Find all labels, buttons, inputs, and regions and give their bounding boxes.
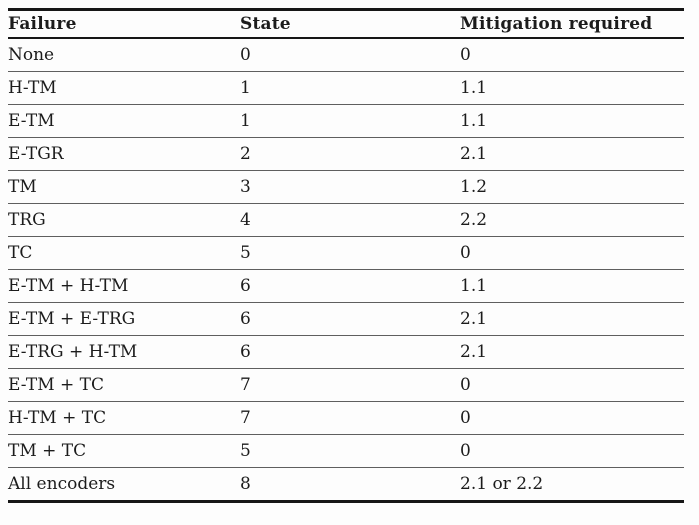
table-row: TM + TC 5 0: [8, 434, 684, 468]
column-header-mitigation-required: Mitigation required: [460, 9, 684, 39]
mitigation-cell: 0: [460, 236, 684, 270]
failure-cell: E-TM + E-TRG: [8, 302, 240, 336]
state-cell: 3: [240, 170, 460, 204]
table-header: Failure State Mitigation required: [8, 9, 684, 39]
failure-cell: None: [8, 38, 240, 72]
state-cell: 5: [240, 434, 460, 468]
column-header-failure: Failure: [8, 9, 240, 39]
state-cell: 4: [240, 203, 460, 237]
table-row: E-TM + TC 7 0: [8, 368, 684, 402]
mitigation-cell: 0: [460, 434, 684, 468]
mitigation-cell: 1.1: [460, 269, 684, 303]
failure-state-mitigation-table: Failure State Mitigation required None 0…: [8, 8, 684, 503]
failure-cell: H-TM + TC: [8, 401, 240, 435]
table-row: E-TGR 2 2.1: [8, 137, 684, 171]
mitigation-cell: 2.2: [460, 203, 684, 237]
failure-cell: TM + TC: [8, 434, 240, 468]
table-row: H-TM + TC 7 0: [8, 401, 684, 435]
mitigation-cell: 1.1: [460, 104, 684, 138]
failure-cell: E-TM: [8, 104, 240, 138]
state-cell: 6: [240, 302, 460, 336]
table-row: E-TM 1 1.1: [8, 104, 684, 138]
table-row: None 0 0: [8, 38, 684, 72]
state-cell: 7: [240, 368, 460, 402]
table-row: TRG 4 2.2: [8, 203, 684, 237]
table-row: E-TM + H-TM 6 1.1: [8, 269, 684, 303]
table-row: All encoders 8 2.1 or 2.2: [8, 468, 684, 502]
failure-cell: All encoders: [8, 473, 116, 494]
failure-cell: TM: [8, 170, 240, 204]
mitigation-cell: 2.1: [460, 335, 684, 369]
failure-cell: E-TM + H-TM: [8, 269, 240, 303]
state-cell: 7: [240, 401, 460, 435]
failure-cell: E-TGR: [8, 137, 240, 171]
mitigation-cell: 1.1: [460, 71, 684, 105]
header-row: Failure State Mitigation required: [8, 9, 684, 39]
column-header-state: State: [240, 9, 460, 39]
table-body: None 0 0 H-TM 1 1.1 E-TM 1 1.1 E-TGR 2 2…: [8, 38, 684, 502]
table-row: H-TM 1 1.1: [8, 71, 684, 105]
state-cell: 1: [240, 104, 460, 138]
mitigation-cell: 2.1: [460, 302, 684, 336]
mitigation-cell: 0: [460, 401, 684, 435]
mitigation-cell: 2.1: [460, 137, 684, 171]
state-cell: 5: [240, 236, 460, 270]
state-cell: 1: [240, 71, 460, 105]
mitigation-cell: 2.1 or 2.2: [460, 473, 544, 494]
state-cell: 6: [240, 335, 460, 369]
table-row: E-TRG + H-TM 6 2.1: [8, 335, 684, 369]
table-row: TM 3 1.2: [8, 170, 684, 204]
state-cell: 2: [240, 137, 460, 171]
table-row: TC 5 0: [8, 236, 684, 270]
table-row: E-TM + E-TRG 6 2.1: [8, 302, 684, 336]
failure-cell: TRG: [8, 203, 240, 237]
failure-cell: TC: [8, 236, 240, 270]
mitigation-cell: 0: [460, 38, 684, 72]
mitigation-cell: 1.2: [460, 170, 684, 204]
state-cell: 0: [240, 38, 460, 72]
failure-cell: H-TM: [8, 71, 240, 105]
state-cell: 6: [240, 269, 460, 303]
state-cell: 8: [240, 473, 251, 494]
mitigation-cell: 0: [460, 368, 684, 402]
failure-cell: E-TRG + H-TM: [8, 335, 240, 369]
failure-cell: E-TM + TC: [8, 368, 240, 402]
